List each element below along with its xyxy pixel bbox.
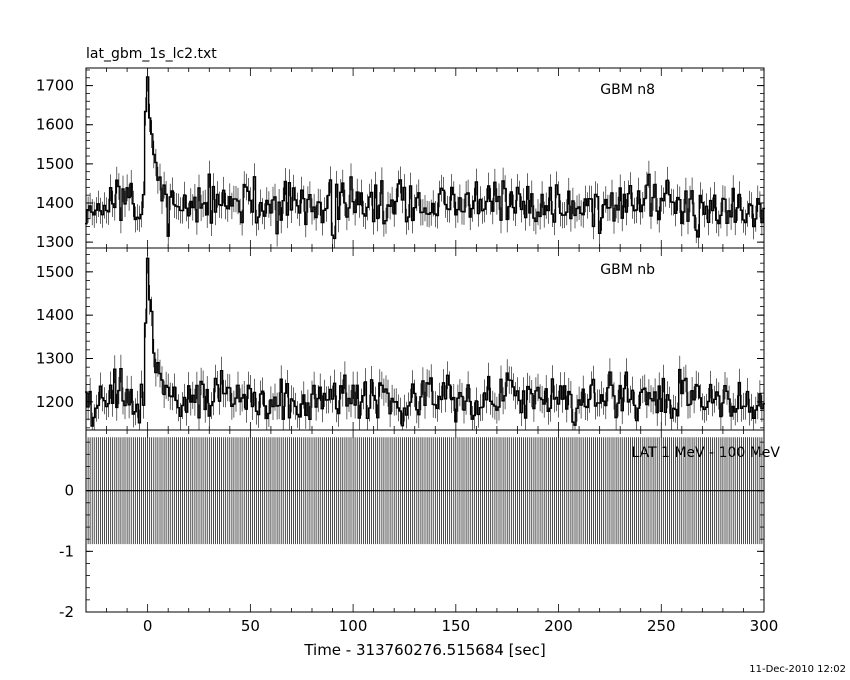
x-tick-label: 300: [750, 617, 779, 635]
y-tick-label: 1700: [36, 77, 74, 95]
y-tick-label: 1300: [36, 233, 74, 251]
y-tick-label: -1: [59, 542, 74, 560]
x-tick-label: 250: [647, 617, 676, 635]
x-tick-label: 100: [339, 617, 368, 635]
x-tick-label: 150: [441, 617, 470, 635]
y-tick-label: 1500: [36, 263, 74, 281]
x-tick-label: 200: [544, 617, 573, 635]
panel-label: GBM nb: [600, 262, 655, 278]
y-tick-label: -2: [59, 603, 74, 621]
y-tick-label: 1400: [36, 194, 74, 212]
panel-label: GBM n8: [600, 82, 655, 98]
y-tick-label: 0: [64, 482, 74, 500]
file-title: lat_gbm_1s_lc2.txt: [86, 46, 217, 62]
y-tick-label: 1500: [36, 155, 74, 173]
x-tick-label: 50: [241, 617, 260, 635]
y-tick-label: 1200: [36, 393, 74, 411]
timestamp: 11-Dec-2010 12:02: [749, 664, 846, 675]
y-tick-label: 1600: [36, 116, 74, 134]
x-axis-label: Time - 313760276.515684 [sec]: [303, 641, 545, 659]
error-bars: [85, 248, 765, 430]
panel-gbm-nb: 1200 1300 1400 1500 GBM nb: [36, 247, 765, 431]
error-bars: [85, 68, 765, 248]
y-tick-label: 1400: [36, 306, 74, 324]
x-tick-label: 0: [143, 617, 153, 635]
y-tick-label: 1300: [36, 350, 74, 368]
panel-gbm-n8: 1300 1400 1500 1600 1700 GBM n8: [36, 67, 765, 251]
